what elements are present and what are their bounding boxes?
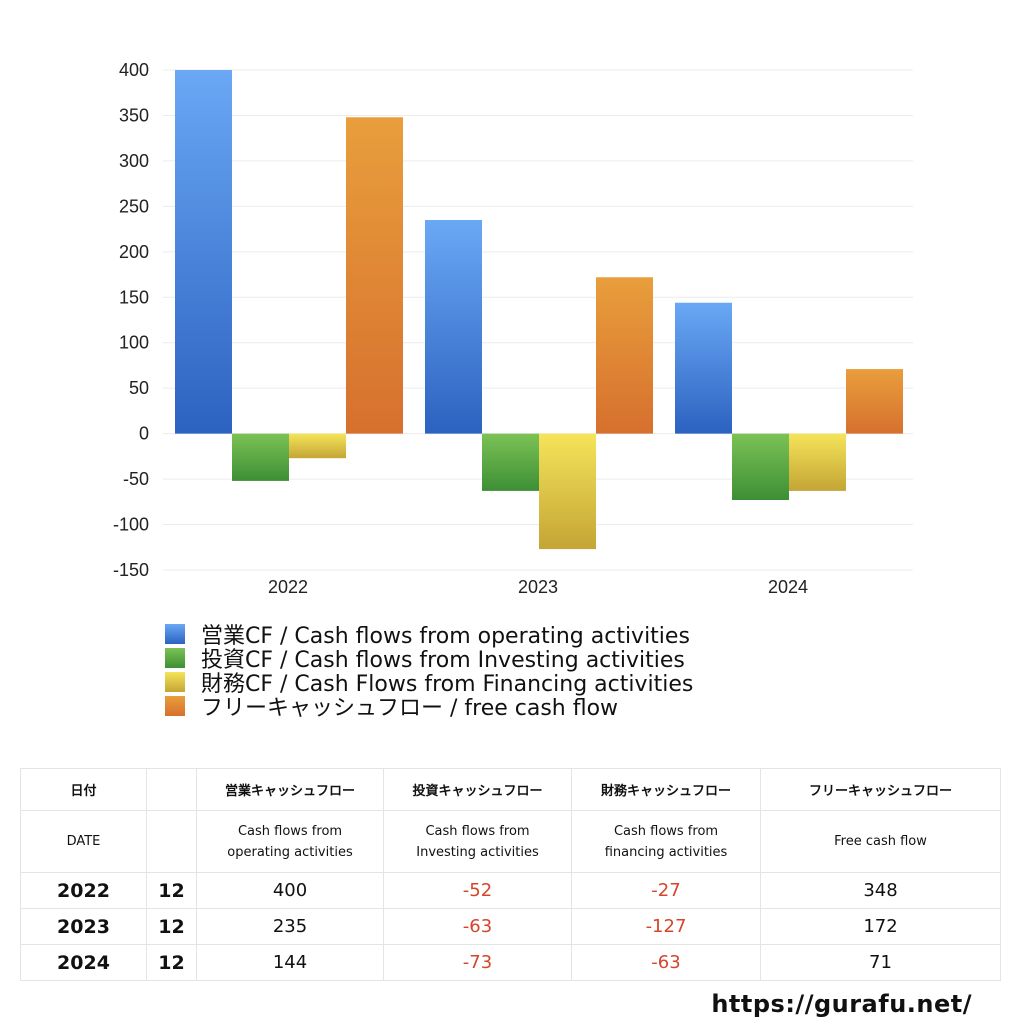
- bar-free-2024: [846, 369, 903, 434]
- row-operating: 144: [196, 944, 384, 981]
- bar-investing-2023: [482, 433, 539, 491]
- y-tick-label: 400: [119, 60, 149, 80]
- header-operating-en: Cash flows from operating activities: [196, 810, 384, 873]
- legend-label-investing: 投資CF / Cash flows from Investing activit…: [201, 648, 685, 673]
- bar-financing-2023: [539, 433, 596, 550]
- x-tick-label: 2024: [768, 577, 808, 597]
- row-operating: 235: [196, 908, 384, 945]
- chart-legend: 営業CF / Cash flows from operating activit…: [165, 622, 693, 721]
- header-investing-en-line2: Investing activities: [416, 844, 539, 860]
- row-year: 2023: [20, 908, 147, 945]
- header-month-blank: [146, 768, 197, 811]
- legend-swatch-financing: [165, 672, 185, 692]
- header-financing-en-line1: Cash flows from: [613, 823, 719, 839]
- legend-label-free: フリーキャッシュフロー / free cash flow: [201, 696, 619, 721]
- y-tick-label: 250: [119, 196, 149, 216]
- y-axis-tick-labels: 400 350 300 250 200 150 100 50 0 -50 -100 -150: [113, 60, 149, 580]
- legend-item-investing: 投資CF / Cash flows from Investing activit…: [165, 646, 693, 673]
- header-free-jp: フリーキャッシュフロー: [760, 768, 1001, 811]
- row-investing: -63: [383, 908, 572, 945]
- bar-operating-2023: [425, 220, 482, 434]
- row-year: 2022: [20, 872, 147, 909]
- y-tick-label: -100: [113, 515, 149, 535]
- header-investing-jp: 投資キャッシュフロー: [383, 768, 572, 811]
- row-free: 71: [760, 944, 1001, 981]
- bar-financing-2024: [789, 433, 846, 491]
- table-row: 2023 12 235 -63 -127 172: [20, 908, 1001, 945]
- header-operating-en-line2: operating activities: [227, 844, 353, 860]
- row-month: 12: [146, 908, 197, 945]
- row-financing: -27: [571, 872, 761, 909]
- header-operating-en-line1: Cash flows from: [237, 823, 343, 839]
- legend-swatch-investing: [165, 648, 185, 668]
- row-free: 348: [760, 872, 1001, 909]
- row-operating: 400: [196, 872, 384, 909]
- row-financing: -63: [571, 944, 761, 981]
- bar-investing-2024: [732, 433, 789, 500]
- bar-free-2022: [346, 117, 403, 434]
- bar-financing-2022: [289, 433, 346, 459]
- y-tick-label: 200: [119, 242, 149, 262]
- row-investing: -73: [383, 944, 572, 981]
- y-tick-label: 150: [119, 287, 149, 307]
- y-tick-label: 50: [129, 378, 149, 398]
- cash-flow-bar-chart: 400 350 300 250 200 150 100 50 0 -50 -100 -150 2022…: [113, 60, 913, 597]
- legend-item-financing: 財務CF / Cash Flows from Financing activit…: [165, 670, 693, 697]
- legend-label-operating: 営業CF / Cash flows from operating activit…: [201, 624, 690, 649]
- table-header-row-jp: 日付 営業キャッシュフロー 投資キャッシュフロー 財務キャッシュフロー フリーキ…: [20, 768, 1001, 811]
- y-tick-label: 350: [119, 105, 149, 125]
- header-date-en: DATE: [20, 810, 147, 873]
- y-tick-label: -50: [123, 469, 149, 489]
- x-tick-label: 2022: [268, 577, 308, 597]
- y-tick-label: 100: [119, 333, 149, 353]
- header-date-jp: 日付: [20, 768, 147, 811]
- y-tick-label: 0: [139, 424, 149, 444]
- bar-operating-2022: [175, 70, 232, 434]
- header-month-blank-en: [146, 810, 197, 873]
- bar-investing-2022: [232, 433, 289, 481]
- legend-item-free: フリーキャッシュフロー / free cash flow: [165, 694, 693, 721]
- bars: [175, 70, 903, 550]
- site-url[interactable]: https://gurafu.net/: [711, 990, 972, 1018]
- row-month: 12: [146, 944, 197, 981]
- legend-label-financing: 財務CF / Cash Flows from Financing activit…: [201, 672, 694, 697]
- table-header-row-en: DATE Cash flows from operating activities…: [20, 810, 1001, 873]
- legend-swatch-free: [165, 696, 185, 716]
- row-month: 12: [146, 872, 197, 909]
- cash-flow-table: 日付 営業キャッシュフロー 投資キャッシュフロー 財務キャッシュフロー フリーキ…: [20, 768, 1001, 981]
- row-financing: -127: [571, 908, 761, 945]
- row-year: 2024: [20, 944, 147, 981]
- row-investing: -52: [383, 872, 572, 909]
- header-investing-en: Cash flows from Investing activities: [383, 810, 572, 873]
- x-tick-label: 2023: [518, 577, 558, 597]
- y-tick-label: 300: [119, 151, 149, 171]
- y-tick-label: -150: [113, 560, 149, 580]
- header-financing-jp: 財務キャッシュフロー: [571, 768, 761, 811]
- legend-swatch-operating: [165, 624, 185, 644]
- row-free: 172: [760, 908, 1001, 945]
- header-financing-en-line2: financing activities: [604, 844, 728, 860]
- header-operating-jp: 営業キャッシュフロー: [196, 768, 384, 811]
- bar-operating-2024: [675, 302, 732, 434]
- table-row: 2022 12 400 -52 -27 348: [20, 872, 1001, 909]
- x-axis-tick-labels: 2022 2023 2024: [268, 577, 808, 597]
- legend-item-operating: 営業CF / Cash flows from operating activit…: [165, 622, 693, 649]
- bar-free-2023: [596, 277, 653, 434]
- header-free-en: Free cash flow: [760, 810, 1001, 873]
- grid-lines: [163, 69, 913, 571]
- table-row: 2024 12 144 -73 -63 71: [20, 944, 1001, 981]
- header-financing-en: Cash flows from financing activities: [571, 810, 761, 873]
- header-investing-en-line1: Cash flows from: [425, 823, 530, 839]
